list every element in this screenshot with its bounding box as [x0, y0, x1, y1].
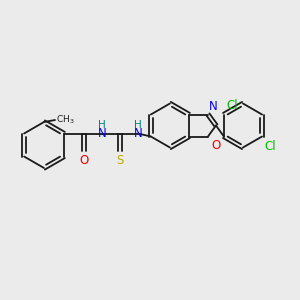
Text: CH$_3$: CH$_3$: [56, 114, 75, 126]
Text: H: H: [98, 119, 106, 130]
Text: N: N: [209, 100, 218, 112]
Text: Cl: Cl: [226, 98, 238, 112]
Text: O: O: [79, 154, 88, 167]
Text: N: N: [134, 127, 142, 140]
Text: N: N: [98, 127, 106, 140]
Text: O: O: [211, 139, 220, 152]
Text: S: S: [116, 154, 124, 167]
Text: Cl: Cl: [264, 140, 276, 152]
Text: H: H: [134, 119, 142, 130]
